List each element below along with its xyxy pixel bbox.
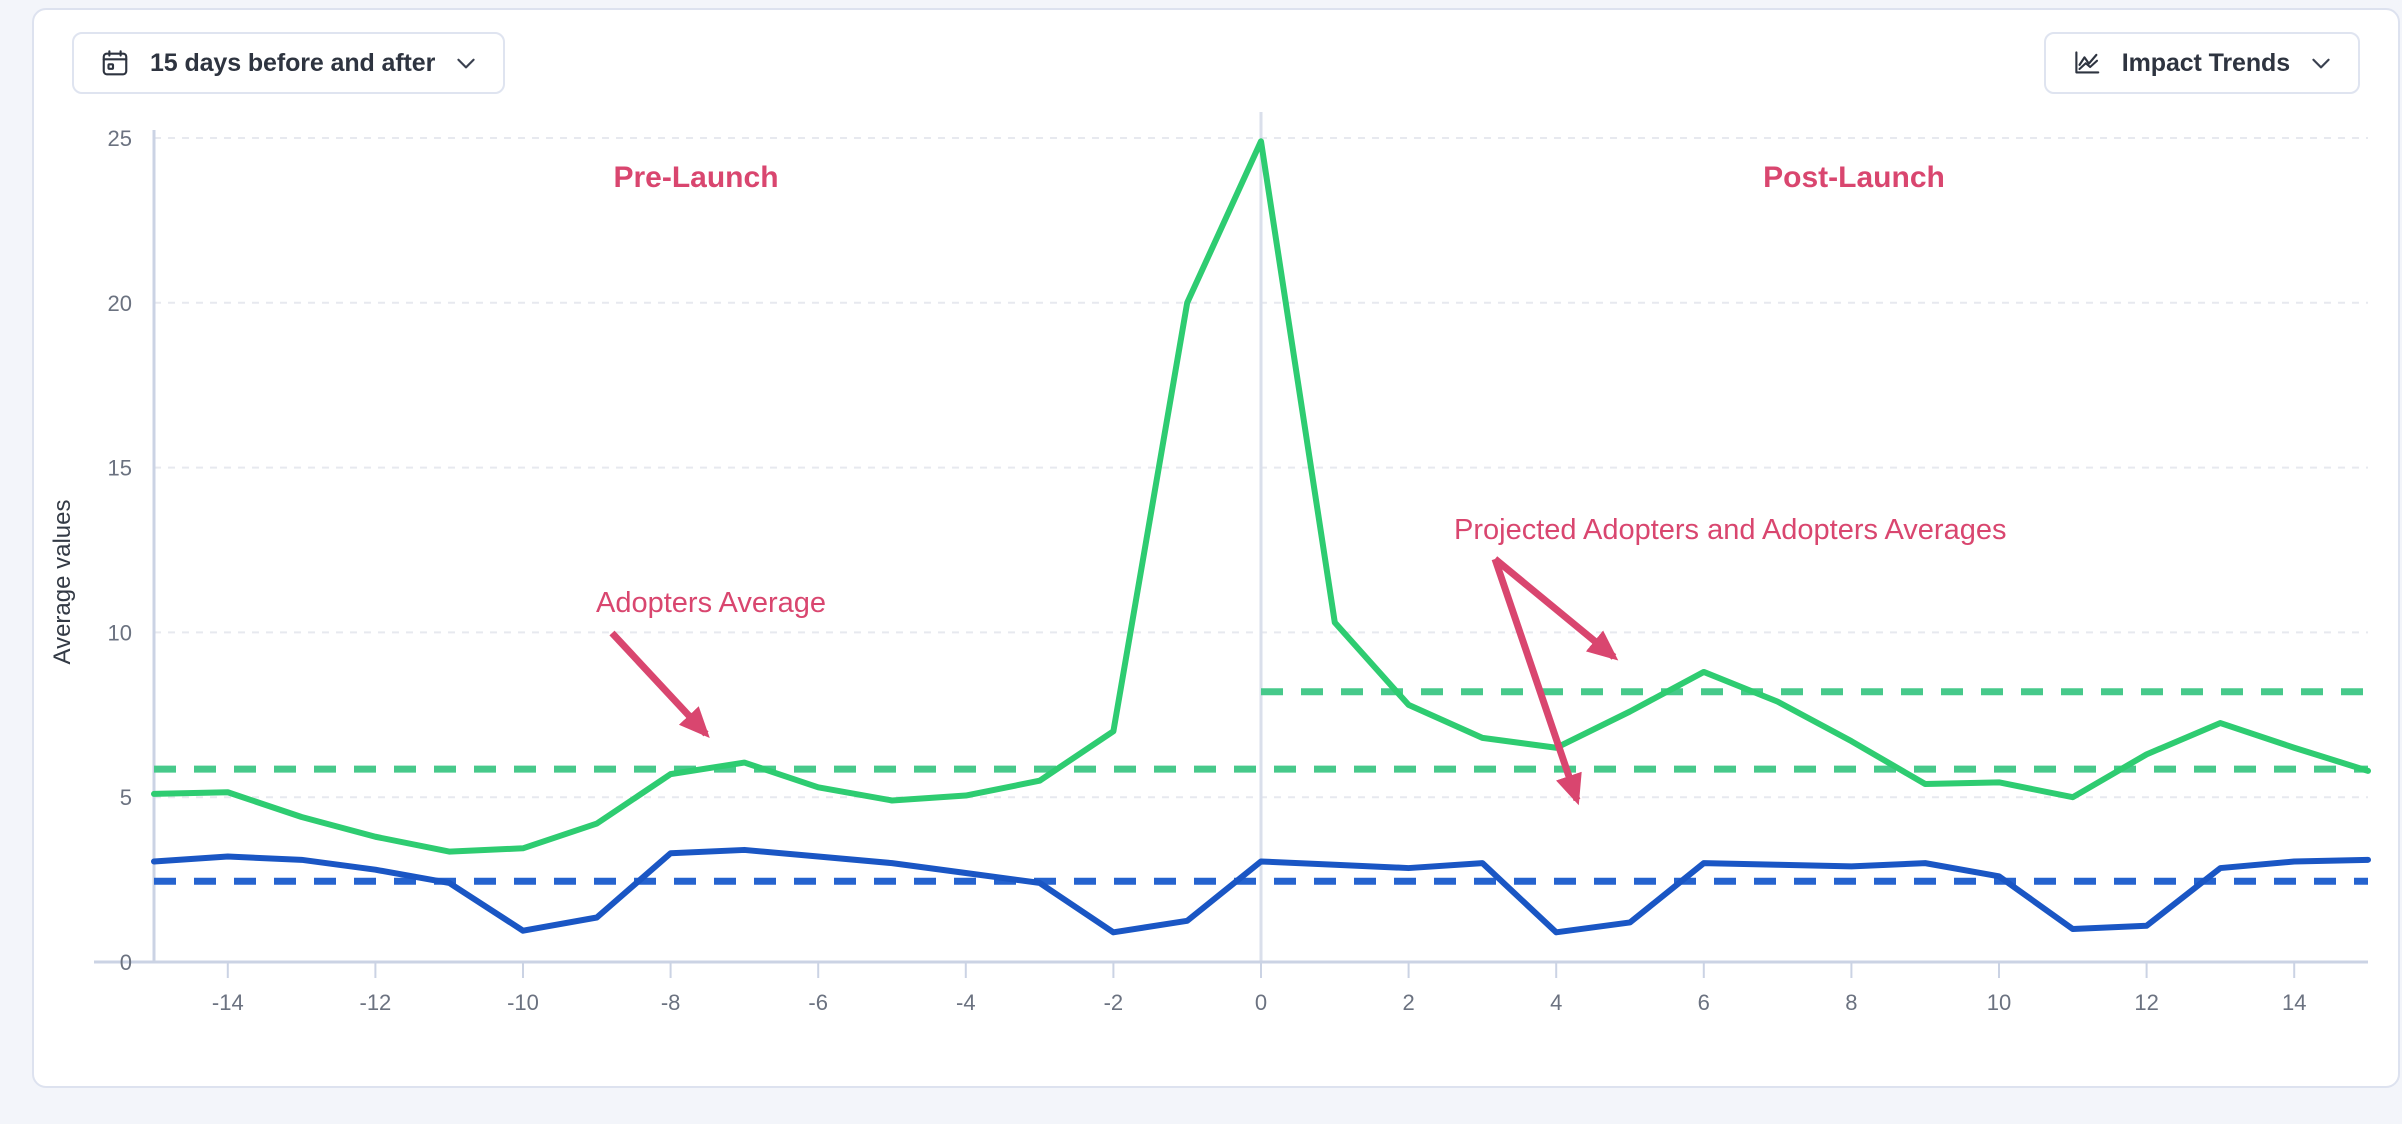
- annotation-pre-launch: Pre-Launch: [613, 161, 778, 194]
- arrow-projected-lower: [1491, 557, 1582, 806]
- impact-trends-card: 15 days before and after Impact Trends: [32, 8, 2400, 1088]
- y-tick-label: 20: [108, 291, 132, 316]
- y-axis-title: Average values: [49, 500, 76, 665]
- date-range-dropdown[interactable]: 15 days before and after: [72, 32, 506, 94]
- y-tick-label: 5: [120, 785, 132, 810]
- x-tick-label: 0: [1255, 990, 1267, 1015]
- y-tick-label: 15: [108, 456, 132, 481]
- chart-area: 0 5 10 15 20 25 -14 -12 -10 -8 -6 -4 -2 0 2 4 6 8 10 12 14 A…: [34, 112, 2398, 1090]
- x-tick-label: 10: [1987, 990, 2011, 1015]
- chevron-down-icon[interactable]: [453, 50, 479, 76]
- chevron-down-icon[interactable]: [2308, 50, 2334, 76]
- annotation-projected-adopters: Projected Adopters and Adopters Averages: [1454, 514, 2006, 546]
- x-tick-label: 2: [1402, 990, 1414, 1015]
- reference-lines: [154, 688, 2368, 885]
- metric-label: Impact Trends: [2121, 48, 2290, 77]
- x-tick-label: -14: [212, 990, 244, 1015]
- arrow-adopters-average: [609, 630, 710, 739]
- series-line: [151, 846, 2371, 936]
- impact-trends-chart: 0 5 10 15 20 25 -14 -12 -10 -8 -6 -4 -2 0 2 4 6 8 10 12 14 A…: [49, 112, 2371, 1015]
- metric-dropdown[interactable]: Impact Trends: [2043, 32, 2360, 94]
- x-tick-label: 12: [2134, 990, 2158, 1015]
- annotation-post-launch: Post-Launch: [1763, 161, 1945, 194]
- y-tick-label: 0: [120, 950, 132, 975]
- x-tick-label: 6: [1698, 990, 1710, 1015]
- x-tick-label: -12: [360, 990, 392, 1015]
- data-series: [151, 138, 2371, 936]
- calendar-icon: [98, 46, 132, 80]
- x-tick-label: -6: [808, 990, 828, 1015]
- x-tick-label: -8: [661, 990, 681, 1015]
- y-tick-label: 10: [108, 620, 132, 645]
- line-chart-icon: [2070, 46, 2104, 80]
- tick-labels: 0 5 10 15 20 25 -14 -12 -10 -8 -6 -4 -2 0 2 4 6 8 10 12 14: [108, 126, 2307, 1015]
- series-line: [151, 138, 2371, 855]
- x-tick-label: -4: [956, 990, 976, 1015]
- x-tick-label: 4: [1550, 990, 1562, 1015]
- x-tick-label: 8: [1845, 990, 1857, 1015]
- chart-toolbar: 15 days before and after Impact Trends: [34, 10, 2398, 112]
- x-tick-label: -10: [507, 990, 539, 1015]
- axes: [94, 130, 2368, 964]
- x-tick-label: -2: [1104, 990, 1124, 1015]
- annotation-arrows: [609, 556, 1619, 806]
- x-tick-label: 14: [2282, 990, 2306, 1015]
- arrow-projected-upper: [1492, 556, 1619, 661]
- y-tick-label: 25: [108, 126, 132, 151]
- date-range-label: 15 days before and after: [150, 48, 436, 77]
- annotation-adopters-average: Adopters Average: [596, 587, 826, 619]
